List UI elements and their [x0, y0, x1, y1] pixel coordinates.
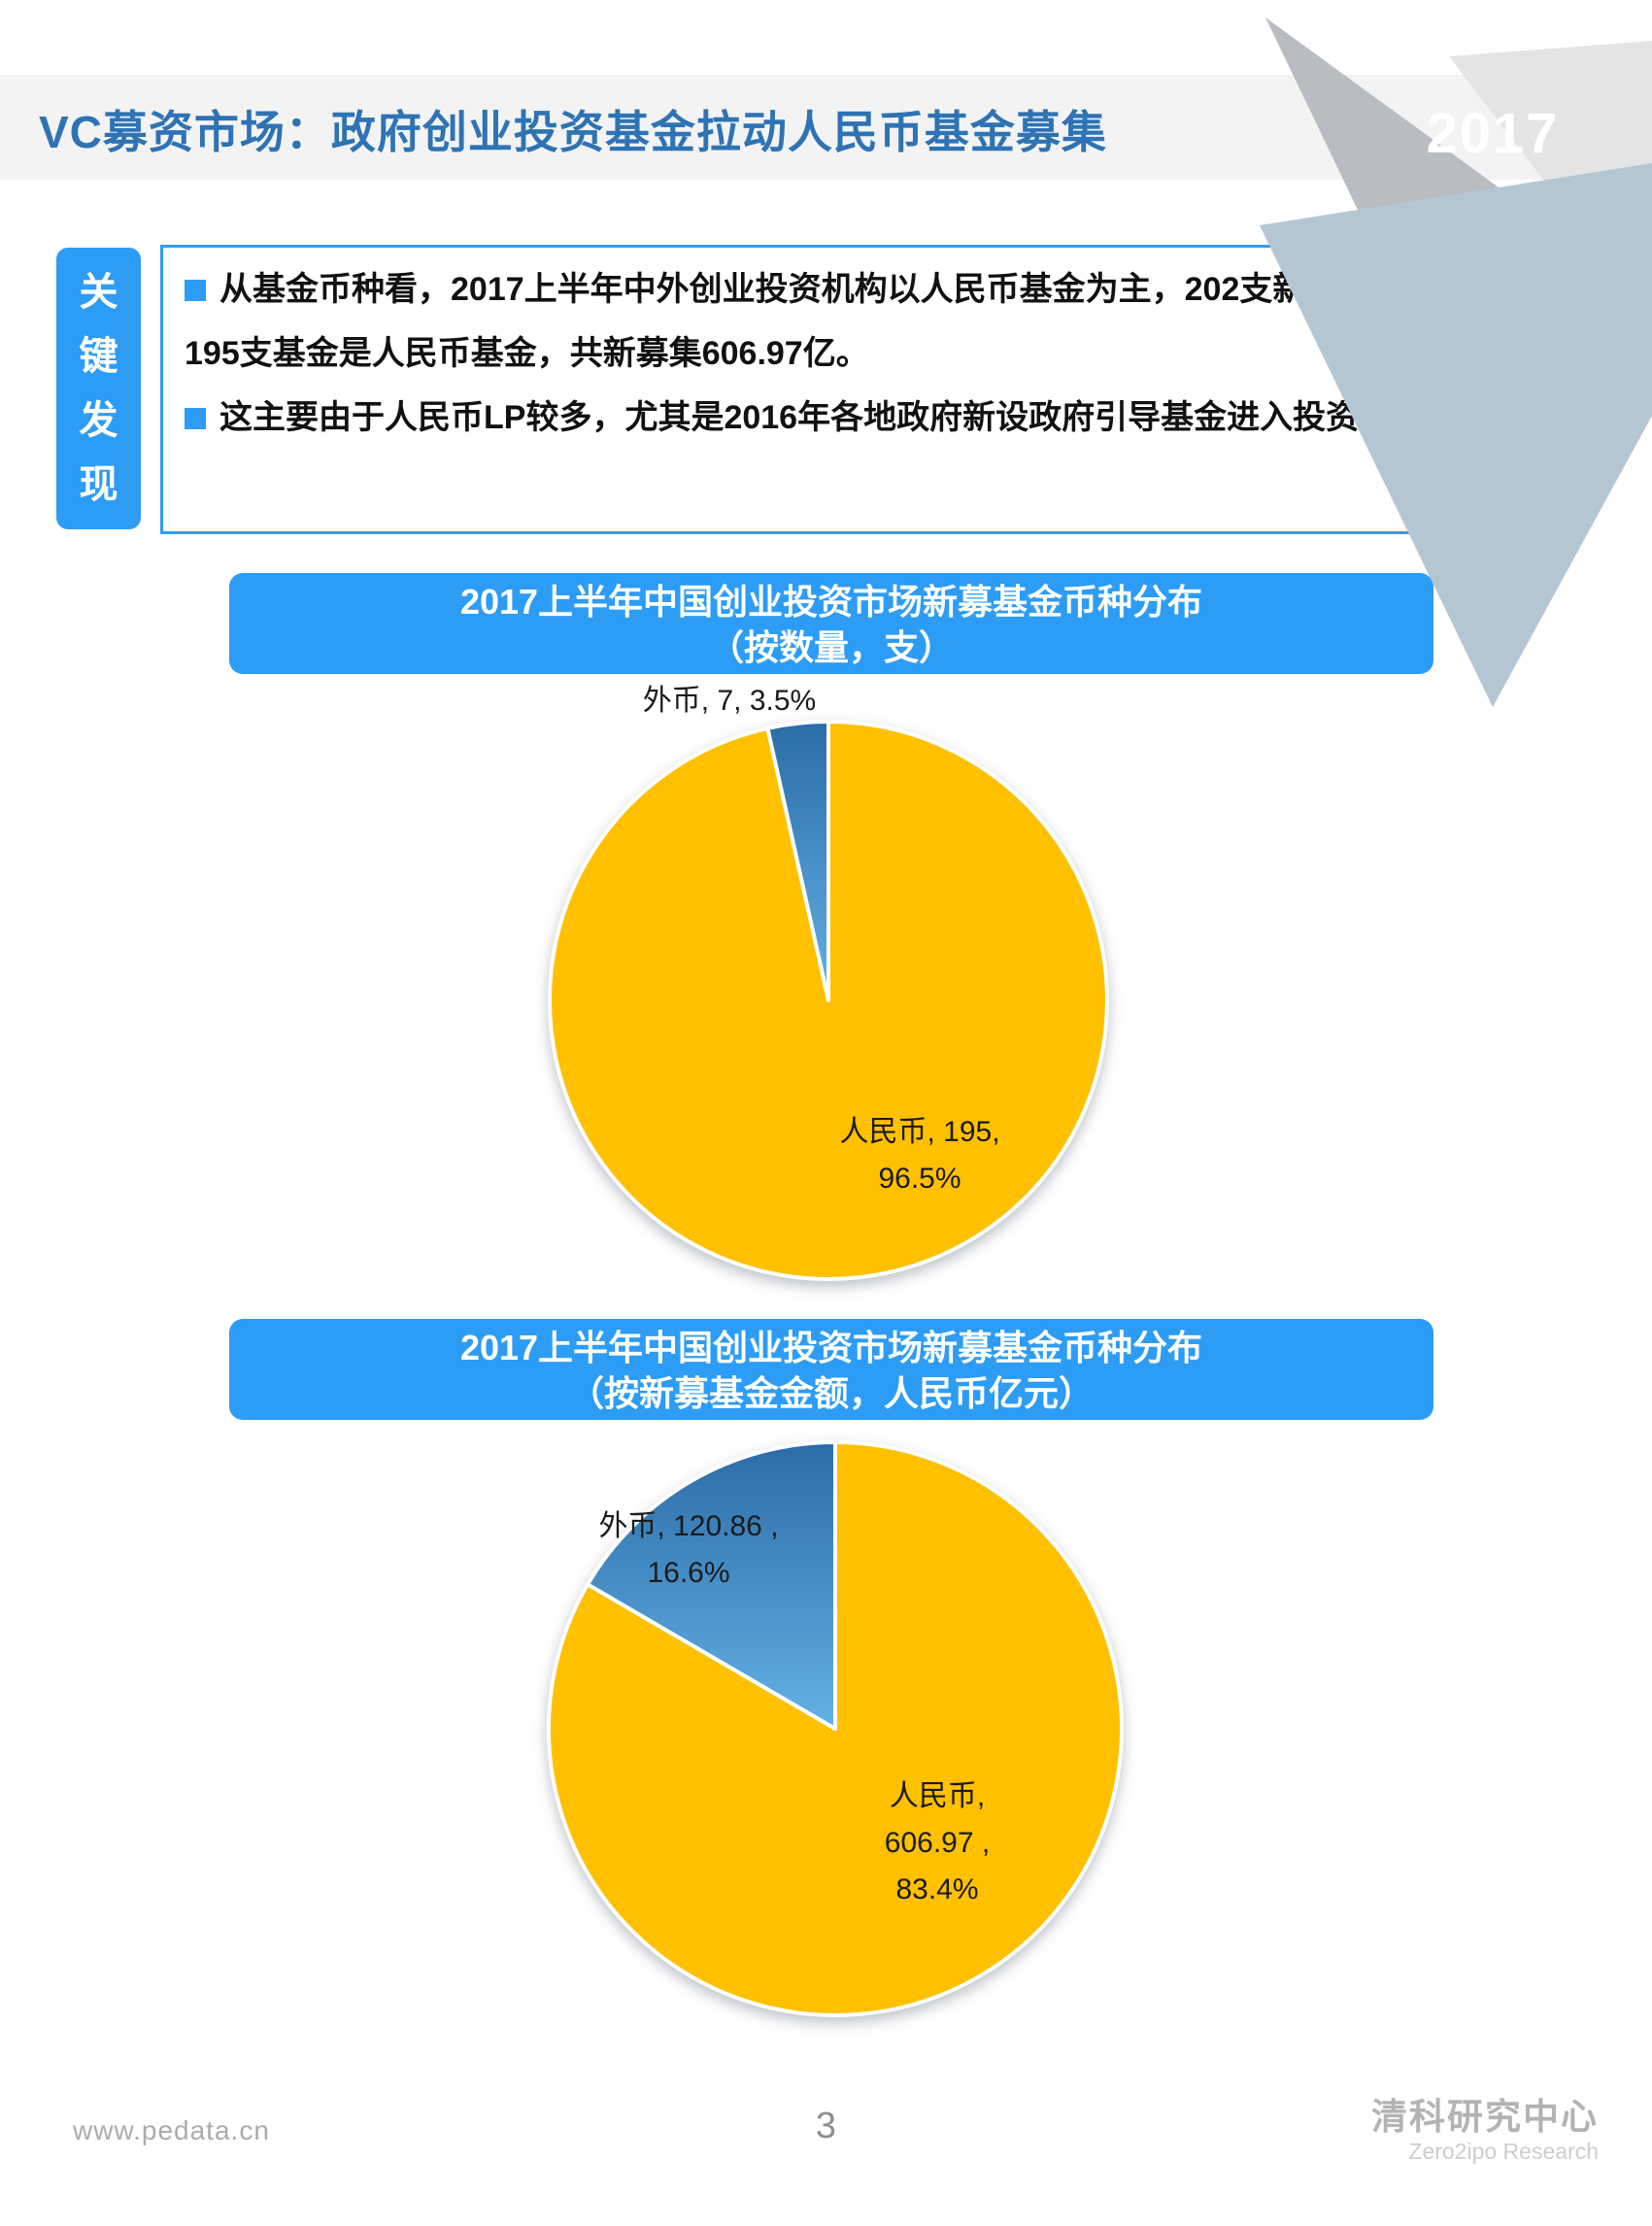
chart1-rmb-label: 人民币, 195, 96.5% [774, 1109, 1065, 1202]
chart1-title-line2: （按数量，支） [708, 627, 954, 667]
key-findings-tab: 关 键 发 现 [56, 248, 141, 529]
tab-char: 关 [79, 271, 118, 314]
chart2-rmb-label-line3: 83.4% [895, 1873, 979, 1906]
year-badge: 2017 [1426, 102, 1560, 165]
page-title: VC募资市场：政府创业投资基金拉动人民币基金募集 [39, 107, 1107, 157]
pie-chart-by-amount [546, 1440, 1124, 2017]
tab-char: 现 [79, 463, 118, 506]
zero2ipo-logo: 清科研究中心 Zero2ipo Research [1356, 2098, 1599, 2166]
chart2-foreign-label: 外币, 120.86 , 16.6% [538, 1503, 839, 1597]
chart1-title-line1: 2017上半年中国创业投资市场新募基金币种分布 [459, 582, 1203, 622]
logo-cn-text: 清科研究中心 [1371, 2097, 1599, 2137]
chart2-rmb-label-line2: 606.97 , [884, 1827, 991, 1859]
finding-text: 这主要由于人民币LP较多，尤其是2016年各地政府新设政府引导基金进入投资期。 [219, 399, 1426, 436]
tab-char: 发 [79, 399, 118, 442]
footer-website: www.pedata.cn [73, 2115, 270, 2145]
pie-slice-foreign [586, 1440, 837, 1731]
bullet-icon [185, 408, 206, 429]
chart2-title-line2: （按新募基金金额，人民币亿元） [568, 1373, 1094, 1413]
finding-item: 这主要由于人民币LP较多，尤其是2016年各地政府新设政府引导基金进入投资期。 [185, 386, 1529, 450]
finding-item: 从基金币种看，2017上半年中外创业投资机构以人民币基金为主，202支新募集基金… [185, 257, 1529, 386]
tab-char: 键 [79, 335, 118, 378]
chart2-rmb-label: 人民币, 606.97 , 83.4% [782, 1773, 1093, 1913]
chart1-rmb-label-line1: 人民币, 195, [839, 1116, 1000, 1148]
finding-text: 从基金币种看，2017上半年中外创业投资机构以人民币基金为主，202支新募集基金… [185, 271, 1504, 372]
bullet-icon [185, 280, 206, 301]
chart2-title-line1: 2017上半年中国创业投资市场新募基金币种分布 [459, 1328, 1203, 1367]
chart1-title-banner: 2017上半年中国创业投资市场新募基金币种分布 （按数量，支） [229, 573, 1433, 674]
chart2-title-banner: 2017上半年中国创业投资市场新募基金币种分布 （按新募基金金额，人民币亿元） [229, 1319, 1433, 1420]
logo-en-text: Zero2ipo Research [1408, 2139, 1599, 2164]
pie-slice-foreign [765, 719, 830, 1002]
page-number: 3 [815, 2106, 837, 2146]
key-findings-box: 从基金币种看，2017上半年中外创业投资机构以人民币基金为主，202支新募集基金… [160, 245, 1549, 534]
chart2-foreign-label-line1: 外币, 120.86 , [598, 1510, 779, 1542]
chart2-rmb-label-line1: 人民币, [889, 1780, 986, 1812]
pie-chart-by-count [548, 719, 1109, 1281]
chart1-foreign-label: 外币, 7, 3.5% [642, 685, 817, 717]
chart2-foreign-label-line2: 16.6% [647, 1557, 730, 1589]
chart1-rmb-label-line2: 96.5% [878, 1163, 961, 1195]
